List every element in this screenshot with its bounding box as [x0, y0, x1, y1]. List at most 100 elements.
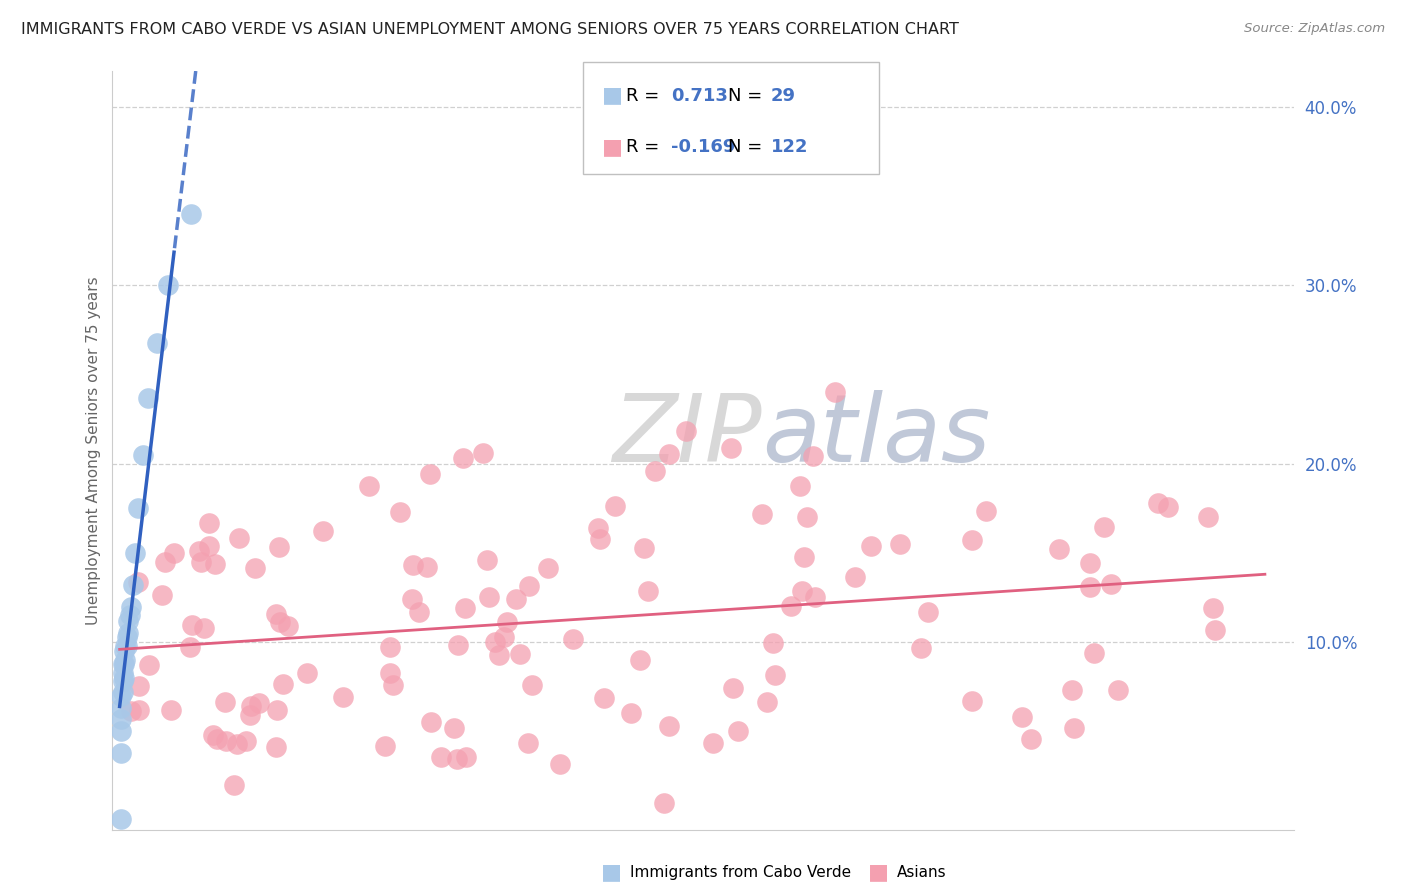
Point: [443, 721, 465, 735]
Point: [205, 731, 228, 746]
Point: [824, 385, 846, 400]
Point: [127, 501, 149, 516]
Point: [628, 653, 651, 667]
Point: [179, 640, 201, 654]
Point: [110, 724, 132, 739]
Text: ZIP: ZIP: [613, 390, 762, 481]
Point: [120, 704, 142, 718]
Point: [763, 668, 786, 682]
Point: [755, 695, 778, 709]
Point: [111, 685, 134, 699]
Point: [430, 749, 453, 764]
Point: [960, 533, 983, 548]
Point: [454, 749, 477, 764]
Point: [215, 734, 238, 748]
Point: [110, 689, 132, 703]
Point: [117, 614, 139, 628]
Point: [378, 666, 401, 681]
Point: [239, 698, 262, 713]
Point: [658, 447, 681, 461]
Point: [389, 505, 412, 519]
Point: [266, 740, 288, 755]
Point: [118, 608, 141, 623]
Point: [180, 207, 202, 221]
Point: [720, 442, 742, 456]
Point: [562, 632, 585, 646]
Point: [801, 449, 824, 463]
Point: [522, 678, 544, 692]
Text: atlas: atlas: [762, 390, 990, 481]
Point: [214, 695, 236, 709]
Point: [112, 657, 135, 671]
Point: [1063, 721, 1085, 735]
Point: [1083, 647, 1105, 661]
Point: [517, 579, 540, 593]
Point: [112, 671, 135, 685]
Point: [128, 703, 150, 717]
Point: [401, 591, 423, 606]
Point: [1011, 710, 1033, 724]
Point: [762, 636, 785, 650]
Point: [496, 615, 519, 630]
Point: [1147, 495, 1170, 509]
Point: [505, 591, 527, 606]
Point: [917, 605, 939, 619]
Point: [796, 510, 818, 524]
Point: [859, 539, 882, 553]
Point: [454, 600, 477, 615]
Point: [269, 540, 291, 554]
Point: [702, 735, 724, 749]
Point: [111, 657, 134, 671]
Point: [198, 539, 221, 553]
Point: [146, 335, 169, 350]
Point: [1092, 520, 1115, 534]
Point: [110, 812, 132, 826]
Text: R =: R =: [626, 87, 665, 104]
Point: [974, 504, 997, 518]
Point: [1204, 623, 1226, 637]
Point: [266, 703, 288, 717]
Point: [723, 681, 745, 696]
Point: [235, 734, 257, 748]
Point: [131, 448, 153, 462]
Point: [1078, 580, 1101, 594]
Point: [603, 499, 626, 513]
Point: [803, 590, 825, 604]
Point: [193, 621, 215, 635]
Point: [1201, 601, 1223, 615]
Point: [115, 639, 138, 653]
Point: [382, 678, 405, 692]
Point: [419, 467, 441, 481]
Point: [471, 446, 494, 460]
Text: R =: R =: [626, 138, 665, 156]
Point: [204, 558, 226, 572]
Point: [910, 641, 932, 656]
Point: [110, 746, 132, 760]
Point: [592, 690, 614, 705]
Point: [1197, 510, 1219, 524]
Point: [1060, 683, 1083, 698]
Text: ■: ■: [869, 863, 889, 882]
Point: [793, 549, 815, 564]
Point: [637, 583, 659, 598]
Point: [332, 690, 354, 705]
Point: [128, 679, 150, 693]
Point: [201, 727, 224, 741]
Point: [226, 737, 249, 751]
Point: [181, 618, 204, 632]
Point: [297, 666, 319, 681]
Point: [1107, 682, 1129, 697]
Point: [121, 578, 143, 592]
Point: [401, 558, 423, 573]
Point: [484, 635, 506, 649]
Point: [475, 553, 498, 567]
Text: 0.713: 0.713: [671, 87, 727, 104]
Point: [110, 701, 132, 715]
Point: [136, 391, 159, 405]
Text: -0.169: -0.169: [671, 138, 735, 156]
Point: [658, 719, 681, 733]
Point: [408, 605, 430, 619]
Point: [157, 278, 180, 293]
Point: [277, 619, 299, 633]
Text: 122: 122: [770, 138, 808, 156]
